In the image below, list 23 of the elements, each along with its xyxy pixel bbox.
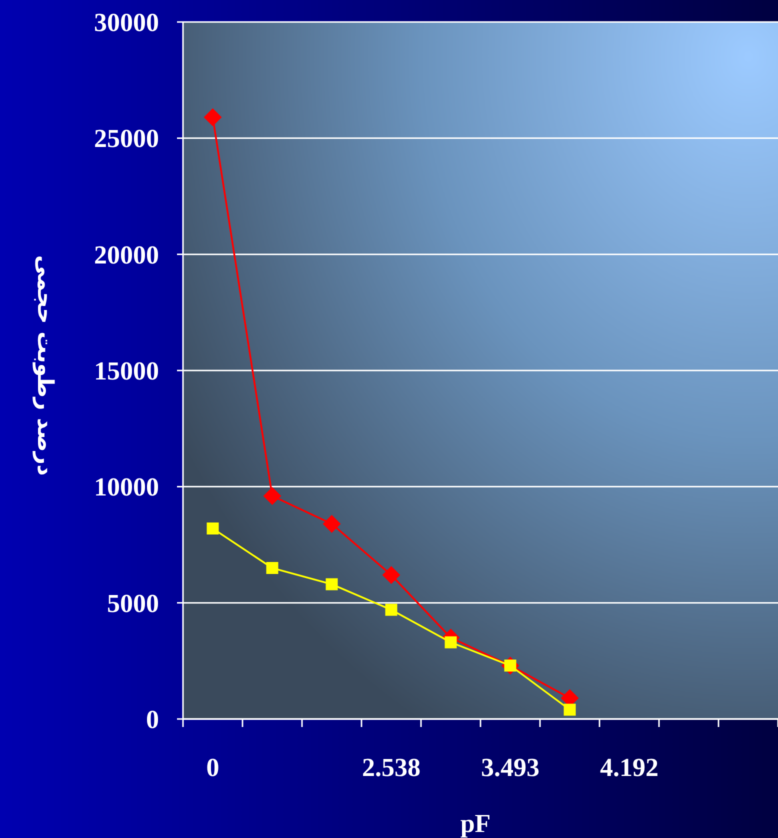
point bbox=[326, 578, 338, 590]
y-tick-label: 10000 bbox=[94, 472, 159, 502]
point bbox=[204, 108, 222, 126]
point bbox=[444, 636, 457, 648]
y-axis-title: درصد رطوبت حجمی bbox=[32, 255, 57, 476]
y-tick-label: 15000 bbox=[94, 356, 159, 386]
point bbox=[382, 566, 400, 584]
point bbox=[385, 604, 398, 616]
y-tick-label: 30000 bbox=[94, 8, 159, 37]
y-tick-label: 0 bbox=[146, 705, 159, 734]
x-tick-label: 0 bbox=[206, 753, 220, 782]
x-tick-label: 3.493 bbox=[481, 753, 540, 782]
point bbox=[263, 486, 282, 505]
point bbox=[266, 562, 278, 574]
y-tick-label: 5000 bbox=[107, 588, 159, 618]
x-tick-label: 2.538 bbox=[362, 753, 420, 782]
x-tick-label: 4.192 bbox=[600, 753, 658, 782]
point bbox=[564, 704, 576, 716]
x-axis-title: pF bbox=[460, 809, 491, 838]
y-tick-label: 20000 bbox=[94, 240, 159, 270]
point bbox=[322, 514, 341, 533]
y-tick-label: 25000 bbox=[94, 124, 159, 154]
point bbox=[206, 522, 219, 534]
